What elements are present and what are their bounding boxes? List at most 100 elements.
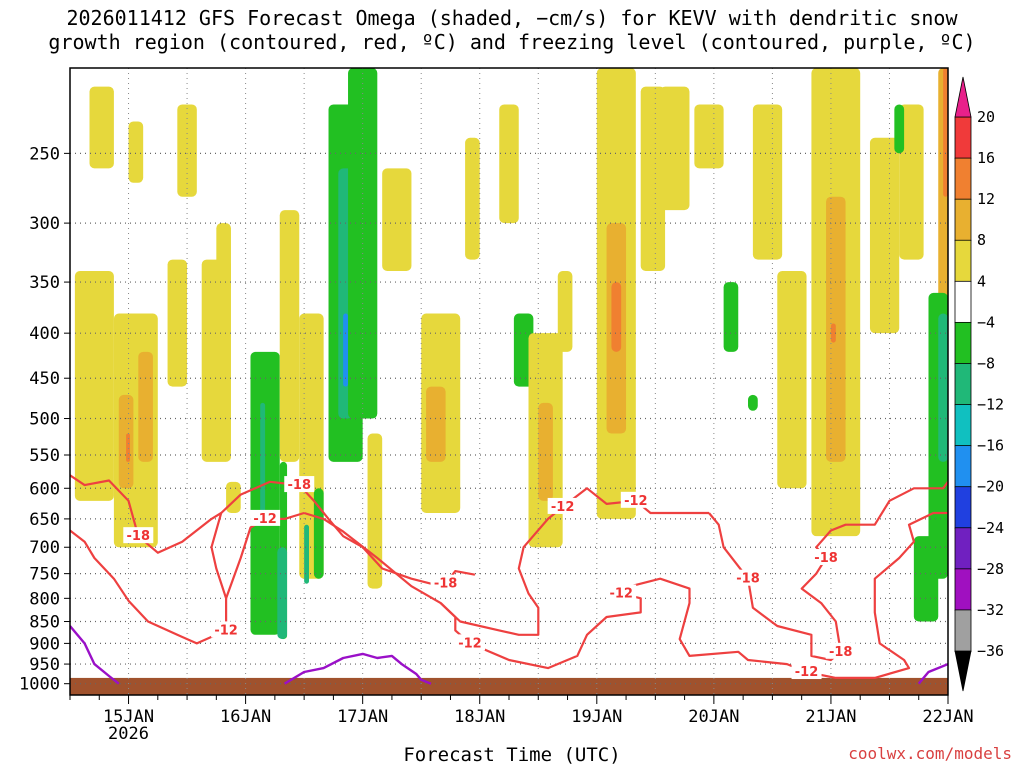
- x-axis-label: Forecast Time (UTC): [403, 744, 621, 766]
- omega-patch-27: [426, 386, 446, 462]
- colorbar-label-10: −24: [977, 519, 1004, 537]
- omega-patch-53: [938, 313, 948, 462]
- colorbar-bin-1: [954, 157, 972, 201]
- contour-label-5: -12: [458, 636, 482, 651]
- omega-patch-19: [304, 524, 310, 584]
- omega-patch-16: [279, 210, 300, 462]
- contour-label-bg-6: [606, 584, 637, 601]
- contour-label-9: -12: [624, 494, 648, 509]
- omega-patch-15: [260, 402, 266, 525]
- omega-patch-43: [777, 270, 807, 489]
- colorbar-label-8: −16: [977, 437, 1004, 455]
- contour-label-bg-8: [547, 497, 578, 514]
- colorbar-label-3: 8: [977, 231, 986, 249]
- y-tick-label-550: 550: [29, 446, 60, 466]
- omega-patch-32: [538, 402, 553, 501]
- y-tick-label-450: 450: [29, 369, 60, 389]
- y-tick-label-850: 850: [29, 613, 60, 633]
- colorbar-bin-0: [954, 116, 972, 159]
- contour-label-bg-2: [430, 574, 461, 591]
- omega-patch-24: [367, 433, 383, 589]
- x-tick-label-0: 15JAN: [103, 707, 154, 727]
- y-tick-label-700: 700: [29, 538, 60, 558]
- contour-label-6: -12: [609, 587, 633, 602]
- contour-label-bg-5: [454, 634, 485, 651]
- contour-label-7: -12: [795, 665, 819, 680]
- contour-label-0: -18: [127, 529, 151, 544]
- omega-patch-3: [126, 433, 130, 462]
- omega-patch-9: [216, 223, 231, 293]
- x-tick-label-6: 21JAN: [805, 707, 856, 727]
- freezing-level-0: [70, 625, 120, 685]
- x-tick-label-4: 19JAN: [571, 707, 622, 727]
- omega-patch-10: [177, 104, 197, 197]
- x-tick-label-1: 16JAN: [220, 707, 271, 727]
- contour-label-bg-1: [284, 476, 315, 493]
- y-tick-label-600: 600: [29, 479, 60, 499]
- colorbar-bin-8: [954, 445, 972, 488]
- omega-patch-7: [167, 259, 188, 387]
- omega-patch-33: [557, 270, 573, 352]
- colorbar-label-7: −12: [977, 396, 1004, 414]
- y-tick-label-950: 950: [29, 655, 60, 675]
- y-tick-label-1000: 1000: [19, 675, 60, 695]
- x-tick-label-3: 18JAN: [454, 707, 505, 727]
- dgz-contour-3: [303, 511, 948, 679]
- chart-title-line-1: 2026011412 GFS Forecast Omega (shaded, −…: [66, 6, 958, 30]
- colorbar-label-6: −8: [977, 354, 995, 372]
- freezing-level-1: [283, 652, 432, 685]
- y-tick-label-650: 650: [29, 510, 60, 530]
- omega-patch-40: [723, 282, 739, 352]
- colorbar-bin-7: [954, 404, 972, 447]
- contour-label-bg-4: [250, 509, 281, 526]
- omega-patch-28: [465, 137, 480, 260]
- contour-label-3: -12: [214, 623, 238, 638]
- omega-patch-25: [382, 168, 412, 271]
- contour-label-bg-10: [733, 569, 764, 586]
- omega-patch-37: [640, 86, 666, 271]
- omega-patch-41: [748, 394, 758, 411]
- y-tick-label-800: 800: [29, 589, 60, 609]
- colorbar-bin-6: [954, 363, 972, 406]
- omega-patch-5: [89, 86, 114, 169]
- y-tick-label-300: 300: [29, 214, 60, 234]
- x-tick-label-7: 22JAN: [922, 707, 973, 727]
- colorbar-arrow-top: [954, 76, 972, 118]
- omega-patch-22: [343, 313, 349, 387]
- contour-label-bg-7: [791, 663, 822, 680]
- colorbar-bin-5: [954, 321, 972, 365]
- chart-title-line-2: growth region (contoured, red, ºC) and f…: [48, 30, 976, 54]
- omega-patch-0: [74, 270, 114, 501]
- omega-time-height-chart: -18-18-18-12-12-12-12-12-12 -12-18-18-18 …: [19, 67, 1004, 740]
- colorbar-label-1: 16: [977, 149, 995, 167]
- x-tick-sublabel-0: 2026: [108, 724, 149, 740]
- colorbar-arrow-bottom: [954, 650, 972, 692]
- omega-patch-54: [913, 536, 939, 622]
- contour-label-10: -18: [736, 572, 760, 587]
- colorbar-bin-2: [954, 198, 972, 242]
- contour-label-2: -18: [434, 577, 458, 592]
- omega-patch-46: [830, 323, 836, 343]
- x-tick-label-2: 17JAN: [337, 707, 388, 727]
- colorbar-label-0: 20: [977, 108, 995, 126]
- contour-label-bg-3: [211, 621, 242, 638]
- y-tick-label-750: 750: [29, 565, 60, 585]
- colorbar-label-13: −36: [977, 642, 1004, 660]
- contour-label-11: -18: [829, 645, 853, 660]
- ground-fill: [70, 677, 948, 695]
- x-tick-label-5: 20JAN: [688, 707, 739, 727]
- contour-label-bg-0: [123, 527, 154, 544]
- omega-patch-6: [128, 121, 144, 183]
- contour-label-4: -12: [253, 512, 277, 527]
- omega-patch-36: [611, 282, 622, 352]
- contour-label-8: -12: [551, 500, 575, 515]
- dgz-contour-5: [708, 481, 948, 662]
- omega-patch-42: [752, 104, 783, 260]
- colorbar-label-2: 12: [977, 190, 995, 208]
- contour-label-bg-12: [811, 549, 842, 566]
- y-tick-label-900: 900: [29, 634, 60, 654]
- y-tick-label-250: 250: [29, 144, 60, 164]
- omega-patch-49: [894, 104, 905, 154]
- omega-patch-29: [499, 104, 519, 224]
- omega-patch-8: [201, 259, 231, 462]
